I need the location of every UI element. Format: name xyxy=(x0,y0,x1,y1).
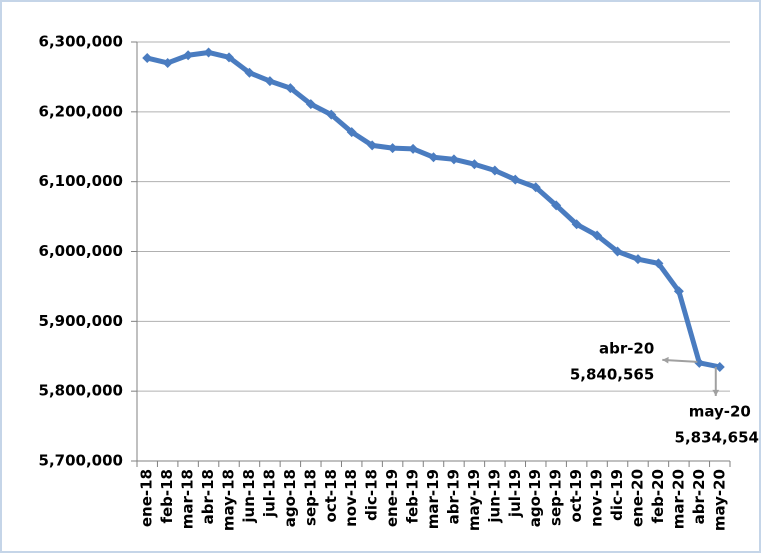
x-tick-label: dic-18 xyxy=(363,469,381,521)
x-tick-label: may-19 xyxy=(465,469,483,531)
x-tick-label: feb-19 xyxy=(404,469,422,524)
marker xyxy=(367,140,378,151)
annotation-label: 5,834,654 xyxy=(675,428,759,446)
x-tick-label: ene-19 xyxy=(383,469,401,527)
marker xyxy=(448,154,459,165)
annotation-label: 5,840,565 xyxy=(570,365,654,383)
x-tick-label: oct-19 xyxy=(567,469,585,522)
x-tick-label: feb-20 xyxy=(649,469,667,524)
marker xyxy=(428,152,439,163)
marker xyxy=(326,109,337,120)
x-tick-label: mar-18 xyxy=(179,469,197,529)
x-tick-label: ago-18 xyxy=(281,469,299,527)
x-tick-label: sep-18 xyxy=(301,469,319,526)
x-tick-label: ago-19 xyxy=(526,469,544,527)
marker xyxy=(285,83,296,94)
x-tick-label: oct-18 xyxy=(322,469,340,522)
marker xyxy=(510,174,521,185)
marker xyxy=(571,219,582,230)
x-tick-label: nov-18 xyxy=(342,469,360,527)
x-tick-label: jun-18 xyxy=(240,469,258,524)
annotation-category: may-20 xyxy=(689,402,751,420)
marker xyxy=(469,159,480,170)
annotation-arrowhead xyxy=(712,389,720,396)
marker xyxy=(612,246,623,257)
marker xyxy=(305,99,316,110)
marker xyxy=(408,143,419,154)
marker xyxy=(653,258,664,269)
x-tick-label: abr-18 xyxy=(199,469,217,524)
x-tick-label: dic-19 xyxy=(608,469,626,521)
x-tick-label: ene-18 xyxy=(138,469,156,527)
x-tick-label: feb-18 xyxy=(158,469,176,524)
y-tick-label: 6,300,000 xyxy=(39,33,123,51)
x-tick-label: mar-20 xyxy=(669,469,687,529)
marker xyxy=(346,127,357,138)
marker xyxy=(551,200,562,211)
marker xyxy=(183,50,194,61)
x-tick-label: may-20 xyxy=(710,469,728,531)
marker xyxy=(530,182,541,193)
y-tick-label: 6,000,000 xyxy=(39,242,123,260)
x-tick-label: jun-19 xyxy=(485,469,503,524)
y-tick-label: 6,100,000 xyxy=(39,172,123,190)
marker xyxy=(632,254,643,265)
x-tick-label: ene-20 xyxy=(628,469,646,527)
marker xyxy=(387,143,398,154)
x-tick-label: nov-19 xyxy=(588,469,606,527)
marker xyxy=(162,57,173,68)
marker xyxy=(694,357,705,368)
marker xyxy=(244,67,255,78)
x-tick-label: may-18 xyxy=(220,469,238,531)
x-tick-label: jul-19 xyxy=(506,469,524,518)
y-tick-label: 5,700,000 xyxy=(39,452,123,470)
y-tick-label: 5,900,000 xyxy=(39,312,123,330)
marker xyxy=(264,76,275,87)
x-tick-label: abr-20 xyxy=(690,469,708,524)
x-tick-label: sep-19 xyxy=(547,469,565,526)
annotation-category: abr-20 xyxy=(599,339,654,357)
marker xyxy=(714,361,725,372)
x-tick-label: abr-19 xyxy=(444,469,462,524)
annotation-arrowhead xyxy=(662,356,669,364)
y-tick-label: 6,200,000 xyxy=(39,102,123,120)
marker xyxy=(203,47,214,58)
x-tick-label: mar-19 xyxy=(424,469,442,529)
y-tick-label: 5,800,000 xyxy=(39,382,123,400)
x-tick-label: jul-18 xyxy=(260,469,278,518)
marker xyxy=(142,53,153,64)
marker xyxy=(673,286,684,297)
marker xyxy=(224,52,235,63)
marker xyxy=(592,230,603,241)
marker xyxy=(489,165,500,176)
